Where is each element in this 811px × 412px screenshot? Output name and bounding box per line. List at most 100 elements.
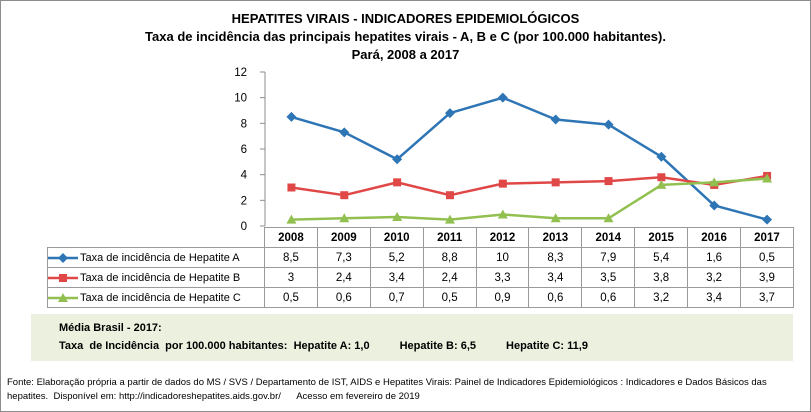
data-point-hepatite-a: [497, 92, 508, 103]
chart-subtitle-place: Pará, 2008 a 2017: [351, 47, 460, 62]
y-tick-label: 10: [234, 93, 247, 105]
data-label: 3: [264, 267, 318, 288]
data-point-hepatite-b: [393, 178, 402, 187]
data-label: 0,6: [316, 287, 371, 308]
data-label: 10: [475, 247, 530, 268]
data-label: 3,2: [687, 267, 742, 288]
data-point-hepatite-b: [657, 173, 666, 182]
data-point-hepatite-a: [392, 154, 403, 165]
y-tick-label: 4: [241, 170, 248, 182]
y-tick-label: 6: [241, 144, 247, 156]
data-point-hepatite-c: [392, 212, 403, 222]
data-label: 5,2: [369, 247, 424, 268]
source-note: Fonte: Elaboração própria a partir de da…: [7, 376, 807, 404]
data-label: 8,3: [528, 247, 583, 268]
data-label: 3,4: [528, 267, 583, 288]
y-tick-label: 0: [241, 221, 247, 233]
data-label: 8,5: [264, 247, 318, 268]
table-corner: [47, 227, 265, 248]
table-row-hepatite-a: Taxa de incidência de Hepatite A 8,5 7,3 5,…: [47, 247, 794, 268]
data-point-hepatite-c: [709, 177, 720, 187]
data-label: 0,5: [264, 287, 318, 308]
year-header: 2017: [740, 227, 794, 248]
year-header: 2011: [422, 227, 477, 248]
data-point-hepatite-b: [498, 179, 507, 188]
data-label: 0,5: [422, 287, 477, 308]
series-line-hepatite-a: [291, 96, 768, 221]
data-label: 0,7: [369, 287, 424, 308]
data-point-hepatite-c: [497, 209, 508, 219]
year-header: 2010: [369, 227, 424, 248]
data-label: 5,4: [634, 247, 689, 268]
data-point-hepatite-a: [603, 119, 614, 130]
media-hep-a: Hepatite A: 1,0: [293, 340, 370, 352]
data-point-hepatite-c: [762, 173, 773, 183]
series-line-hepatite-c: [291, 177, 768, 221]
data-label: 1,6: [687, 247, 742, 268]
data-point-hepatite-b: [445, 191, 454, 200]
data-point-hepatite-a: [286, 111, 297, 122]
legend-key-square-icon: [48, 273, 78, 282]
data-label: 0,5: [740, 247, 794, 268]
table-header-row: 2008 2009 2010 2011 2012 2013 2014 2015 2016 2017: [47, 227, 794, 248]
legend-entry: Taxa de incidência de Hepatite A: [47, 247, 265, 268]
table-row-hepatite-b: Taxa de incidência de Hepatite B 3 2,4 3,4 2…: [47, 267, 794, 288]
data-label: 0,6: [581, 287, 636, 308]
legend-entry: Taxa de incidência de Hepatite C: [47, 287, 265, 308]
data-label: 3,4: [369, 267, 424, 288]
data-point-hepatite-c: [603, 213, 614, 223]
data-label: 2,4: [316, 267, 371, 288]
year-header: 2015: [634, 227, 689, 248]
data-point-hepatite-a: [709, 200, 720, 211]
data-point-hepatite-b: [551, 178, 560, 187]
data-point-hepatite-b: [287, 183, 296, 192]
series-name: Taxa de incidência de Hepatite C: [80, 291, 241, 304]
year-header: 2009: [316, 227, 371, 248]
series-line-hepatite-b: [291, 174, 768, 197]
year-header: 2013: [528, 227, 583, 248]
chart-title: HEPATITES VIRAIS - INDICADORES EPIDEMIOL…: [231, 11, 580, 26]
data-label: 3,2: [634, 287, 689, 308]
data-label: 0,9: [475, 287, 530, 308]
data-label: 3,5: [581, 267, 636, 288]
data-point-hepatite-c: [286, 214, 297, 224]
data-point-hepatite-c: [339, 213, 350, 223]
data-label: 3,8: [634, 267, 689, 288]
series-name: Taxa de incidência de Hepatite B: [80, 271, 241, 284]
series-name: Taxa de incidência de Hepatite A: [80, 251, 240, 264]
data-point-hepatite-a: [339, 127, 350, 138]
year-header: 2008: [264, 227, 318, 248]
media-prefix: Taxa de Incidência por 100.000 habitante…: [59, 340, 288, 352]
data-label: 0,6: [528, 287, 583, 308]
data-point-hepatite-c: [550, 213, 561, 223]
data-label: 8,8: [422, 247, 477, 268]
data-label: 3,4: [687, 287, 742, 308]
data-point-hepatite-a: [444, 108, 455, 119]
data-point-hepatite-b: [340, 191, 349, 200]
data-label: 3,7: [740, 287, 794, 308]
data-point-hepatite-c: [444, 214, 455, 224]
chart-subtitle: Taxa de incidência das principais hepati…: [145, 29, 666, 44]
y-tick-label: 12: [234, 67, 247, 79]
data-point-hepatite-b: [604, 177, 613, 186]
y-tick-label: 2: [241, 195, 247, 207]
data-label: 2,4: [422, 267, 477, 288]
legend-key-triangle-icon: [48, 292, 78, 302]
data-point-hepatite-a: [656, 151, 667, 162]
data-point-hepatite-c: [656, 179, 667, 189]
media-values: Taxa de Incidência por 100.000 habitante…: [59, 340, 588, 352]
data-label: 3,9: [740, 267, 794, 288]
legend-entry: Taxa de incidência de Hepatite B: [47, 267, 265, 288]
source-line-2: hepatites. Disponível em: http://indicad…: [7, 391, 420, 402]
year-header: 2016: [687, 227, 742, 248]
year-header: 2014: [581, 227, 636, 248]
source-line-1: Fonte: Elaboração própria a partir de da…: [7, 377, 767, 388]
data-point-hepatite-a: [762, 214, 773, 225]
media-hep-b: Hepatite B: 6,5: [399, 340, 477, 352]
legend-key-diamond-icon: [48, 252, 78, 263]
data-point-hepatite-a: [550, 114, 561, 125]
media-heading: Média Brasil - 2017:: [59, 322, 162, 334]
y-tick-label: 8: [241, 118, 247, 130]
data-label: 3,3: [475, 267, 530, 288]
